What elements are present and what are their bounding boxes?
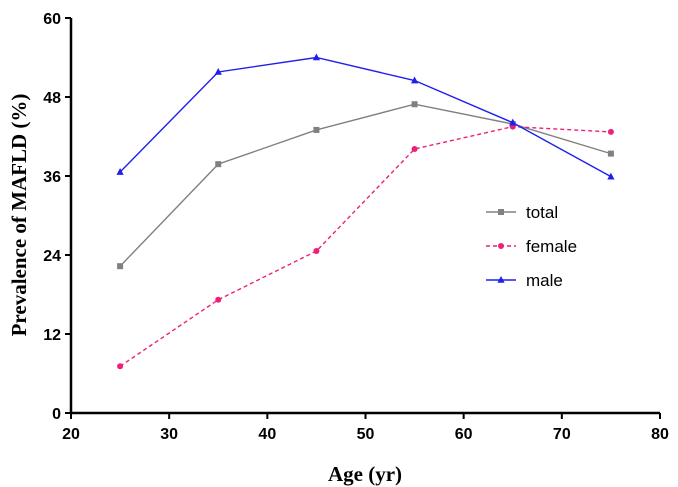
legend-marker — [498, 243, 504, 249]
x-tick-label: 80 — [651, 426, 669, 443]
data-point-male — [214, 67, 222, 75]
y-tick-label: 60 — [43, 11, 61, 28]
x-tick-label: 70 — [553, 426, 571, 443]
y-tick-label: 24 — [43, 248, 61, 265]
x-tick-label: 30 — [160, 426, 178, 443]
x-axis-title: Age (yr) — [328, 462, 402, 486]
x-tick-label: 40 — [258, 426, 276, 443]
x-tick-label: 20 — [62, 426, 80, 443]
axes: 20 30 40 50 60 70 80 0 12 24 36 48 60 — [43, 11, 669, 443]
series-line-female — [119, 125, 611, 367]
data-point-male — [116, 168, 124, 175]
series-line-male — [119, 56, 612, 178]
data-point-female — [117, 363, 124, 370]
y-tick-label: 48 — [43, 90, 61, 107]
data-point-total — [117, 263, 124, 270]
legend-label: female — [526, 237, 577, 256]
legend-item-female: female — [486, 237, 577, 256]
y-tick-label: 36 — [43, 169, 61, 186]
data-point-total — [313, 126, 320, 133]
data-point-female — [607, 128, 614, 135]
y-tick-label: 12 — [43, 327, 61, 344]
legend-marker — [498, 209, 504, 215]
data-point-female — [411, 146, 418, 153]
legend-item-male: male — [486, 271, 563, 290]
data-point-male — [509, 118, 517, 126]
data-point-total — [607, 150, 614, 157]
series-male — [116, 53, 615, 180]
data-point-male — [312, 53, 321, 61]
data-point-female — [215, 296, 222, 303]
legend-item-total: total — [486, 203, 558, 222]
series-line-total — [119, 103, 612, 267]
legend-label: total — [526, 203, 558, 222]
data-point-male — [410, 76, 419, 84]
x-tick-label: 60 — [455, 426, 473, 443]
legend: total female male — [486, 203, 577, 290]
y-axis-title: Prevalence of MAFLD (%) — [7, 94, 31, 337]
x-tick-label: 50 — [357, 426, 375, 443]
data-point-female — [313, 248, 320, 255]
data-point-total — [411, 101, 418, 108]
y-tick-label: 0 — [52, 406, 61, 423]
legend-marker — [497, 276, 505, 283]
legend-label: male — [526, 271, 563, 290]
data-point-total — [215, 161, 222, 168]
data-point-male — [607, 172, 615, 180]
plot-lines — [116, 53, 615, 370]
